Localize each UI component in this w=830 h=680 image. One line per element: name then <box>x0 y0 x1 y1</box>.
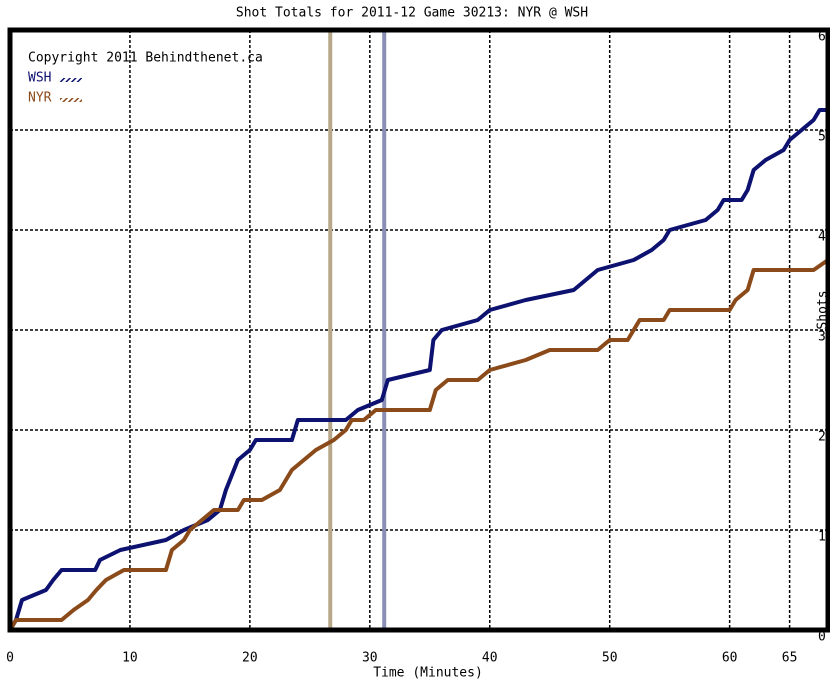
x-tick-label: 30 <box>362 651 378 666</box>
chart-title: Shot Totals for 2011-12 Game 30213: NYR … <box>236 6 588 21</box>
y-tick-label: 0 <box>818 630 826 645</box>
x-tick-label: 60 <box>722 651 738 666</box>
series-line <box>8 108 828 632</box>
plot-frame <box>7 27 830 633</box>
legend-swatch <box>60 78 82 82</box>
x-axis-label: Time (Minutes) <box>373 666 483 680</box>
legend-label: NYR <box>28 91 52 106</box>
legend-label: WSH <box>28 71 51 86</box>
legend-swatch <box>60 98 82 102</box>
annotation: Copyright 2011 Behindthenet.ca <box>28 51 263 66</box>
x-tick-label: 20 <box>242 651 258 666</box>
x-tick-label: 50 <box>602 651 618 666</box>
x-tick-label: 65 <box>782 651 798 666</box>
x-tick-label: 0 <box>6 651 14 666</box>
x-tick-label: 10 <box>122 651 138 666</box>
x-tick-label: 40 <box>482 651 498 666</box>
series-line <box>8 258 830 632</box>
